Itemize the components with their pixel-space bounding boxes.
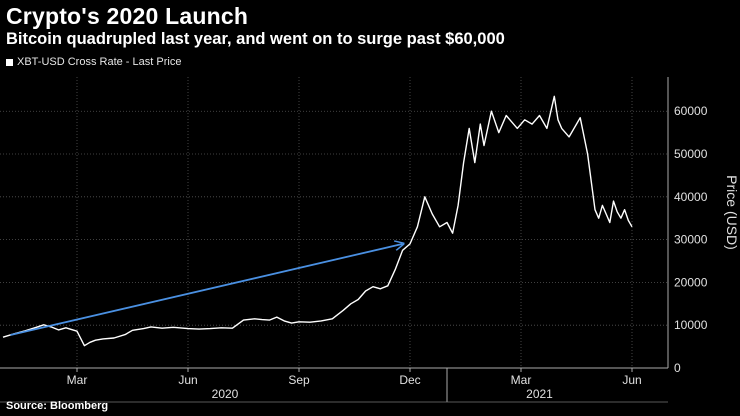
y-tick-label: 0 bbox=[674, 361, 681, 375]
y-tick-label: 30000 bbox=[674, 233, 708, 247]
source-note: Source: Bloomberg bbox=[6, 400, 109, 412]
chart-title: Crypto's 2020 Launch bbox=[6, 3, 249, 29]
x-tick-label: Sep bbox=[288, 373, 310, 387]
y-axis-title: Price (USD) bbox=[724, 175, 740, 250]
x-tick-label: Mar bbox=[511, 373, 532, 387]
x-tick-label: Mar bbox=[67, 373, 88, 387]
trend-arrow bbox=[10, 244, 402, 336]
series-layer bbox=[2, 95, 633, 347]
year-label: 2021 bbox=[526, 387, 553, 401]
y-tick-label: 40000 bbox=[674, 190, 708, 204]
chart-subtitle: Bitcoin quadrupled last year, and went o… bbox=[6, 30, 505, 48]
grid-lines bbox=[0, 77, 668, 369]
annotation-layer bbox=[10, 244, 402, 336]
x-tick-label: Jun bbox=[178, 373, 197, 387]
price-line bbox=[2, 95, 633, 347]
x-tick-label: Jun bbox=[622, 373, 641, 387]
legend-swatch bbox=[6, 58, 13, 66]
y-tick-label: 10000 bbox=[674, 318, 708, 332]
axes: 0 10000 20000 30000 40000 50000 60000 Mar Jun Sep… bbox=[0, 77, 740, 403]
y-tick-label: 50000 bbox=[674, 147, 708, 161]
year-label: 2020 bbox=[212, 387, 239, 401]
legend-label: XBT-USD Cross Rate - Last Price bbox=[17, 56, 182, 68]
legend: XBT-USD Cross Rate - Last Price bbox=[6, 56, 181, 68]
y-tick-label: 60000 bbox=[674, 104, 708, 118]
y-tick-label: 20000 bbox=[674, 275, 708, 289]
x-tick-label: Dec bbox=[399, 373, 420, 387]
